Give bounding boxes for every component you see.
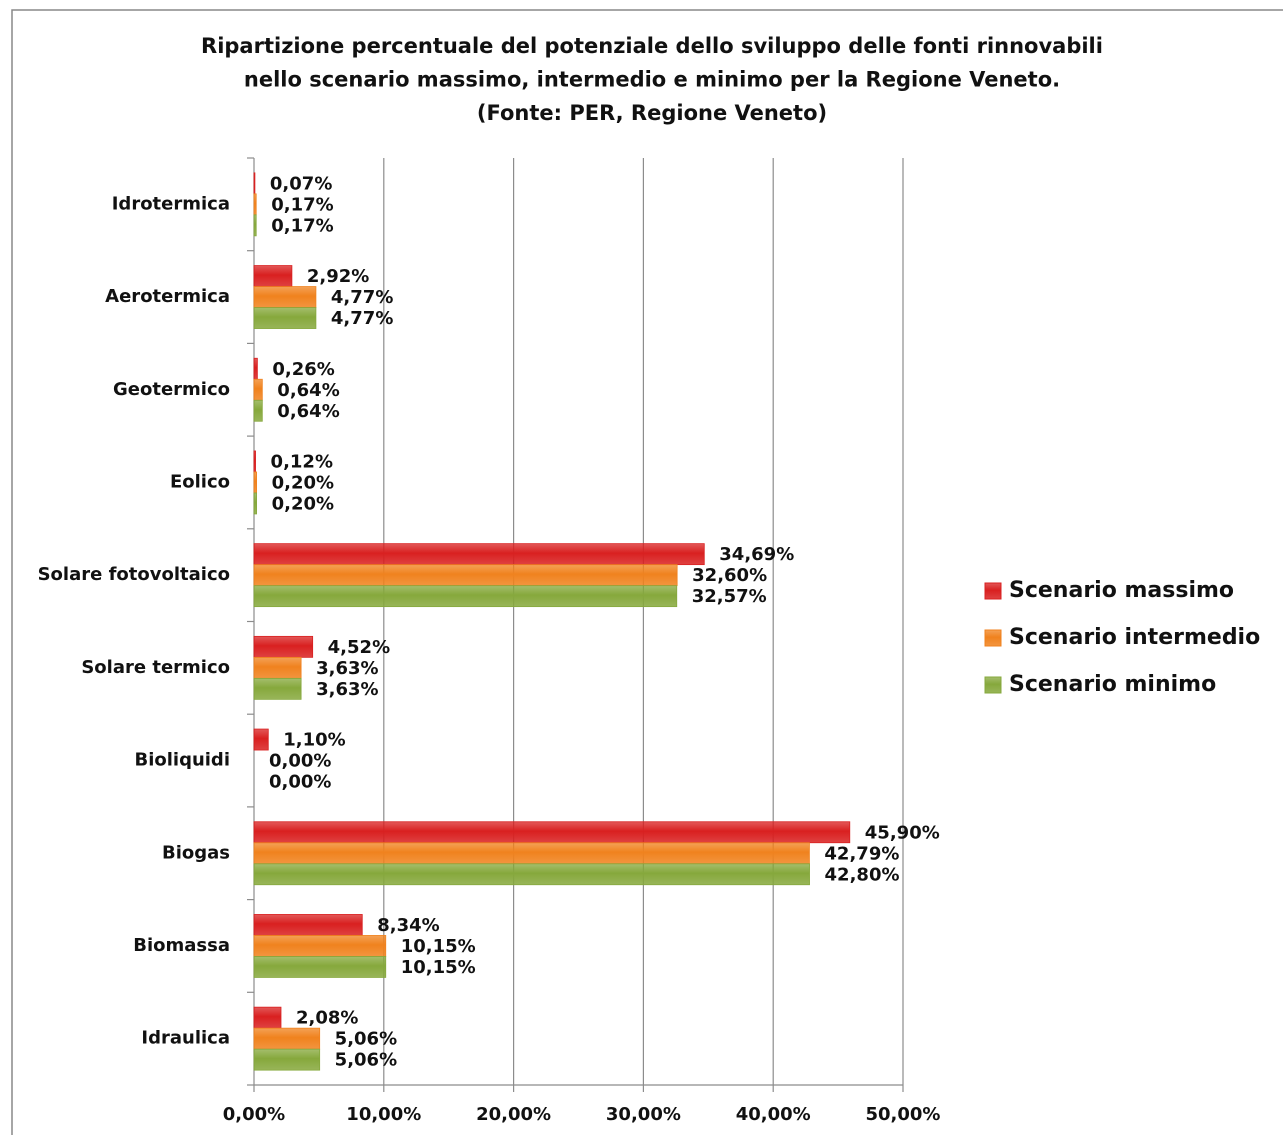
y-tick-label: Solare termico: [81, 657, 230, 678]
bar: [253, 914, 363, 936]
data-label: 0,07%: [270, 173, 332, 194]
y-tick-label: Biomassa: [133, 935, 230, 956]
bar: [253, 286, 317, 308]
data-label: 45,90%: [865, 822, 940, 843]
data-label: 2,08%: [296, 1008, 358, 1029]
data-label: 0,12%: [271, 451, 333, 472]
data-label: 0,64%: [277, 380, 339, 401]
data-label: 10,15%: [401, 936, 476, 957]
data-label: 3,63%: [316, 679, 378, 700]
legend-label: Scenario intermedio: [1009, 625, 1260, 650]
legend-swatch: [984, 582, 1002, 600]
y-tick-label: Aerotermica: [105, 286, 230, 307]
x-tick-label: 20,00%: [476, 1104, 551, 1125]
bar: [253, 492, 257, 515]
data-label: 32,60%: [692, 565, 767, 586]
legend-label: Scenario minimo: [1009, 672, 1216, 697]
data-label: 2,92%: [307, 266, 369, 287]
x-tick-label: 10,00%: [346, 1104, 421, 1125]
y-tick-label: Geotermico: [113, 379, 230, 400]
bar: [253, 399, 263, 422]
data-label: 5,06%: [335, 1050, 397, 1071]
bar: [253, 471, 257, 494]
chart-title: Ripartizione percentuale del potenziale …: [201, 34, 1103, 58]
bar: [253, 728, 269, 751]
bar: [253, 635, 314, 658]
x-tick-label: 30,00%: [606, 1104, 681, 1125]
data-label: 10,15%: [401, 957, 476, 978]
data-label: 0,17%: [271, 215, 333, 236]
y-tick-label: Bioliquidi: [134, 750, 230, 771]
data-label: 3,63%: [316, 658, 378, 679]
bar: [253, 543, 705, 566]
bar: [253, 1006, 282, 1029]
data-label: 42,80%: [825, 864, 900, 885]
bar: [253, 564, 678, 587]
data-label: 42,79%: [824, 843, 899, 864]
bar: [253, 193, 257, 216]
chart-title: nello scenario massimo, intermedio e min…: [244, 68, 1060, 92]
data-label: 4,77%: [331, 308, 393, 329]
bar: [253, 1027, 321, 1050]
data-label: 0,00%: [269, 751, 331, 772]
data-label: 0,20%: [272, 493, 334, 514]
bar: [253, 956, 387, 978]
data-label: 0,17%: [271, 194, 333, 215]
data-label: 0,64%: [277, 401, 339, 422]
data-label: 0,26%: [272, 359, 334, 380]
data-label: 34,69%: [719, 544, 794, 565]
bar: [253, 842, 810, 865]
data-label: 1,10%: [283, 730, 345, 751]
data-label: 4,77%: [331, 287, 393, 308]
data-label: 32,57%: [692, 586, 767, 607]
bar: [253, 821, 851, 844]
bar: [253, 357, 258, 380]
data-label: 8,34%: [377, 915, 439, 936]
y-tick-label: Eolico: [170, 471, 230, 492]
x-tick-label: 40,00%: [736, 1104, 811, 1125]
y-tick-label: Solare fotovoltaico: [38, 564, 230, 585]
bar: [253, 656, 302, 679]
bar: [253, 214, 257, 237]
data-label: 0,20%: [272, 472, 334, 493]
bar: [253, 677, 302, 700]
bar: [253, 265, 293, 287]
bar: [253, 172, 256, 195]
x-tick-label: 0,00%: [223, 1104, 285, 1125]
bar: [253, 450, 256, 473]
y-tick-label: Idraulica: [141, 1028, 230, 1049]
bar: [253, 378, 263, 401]
data-label: 0,00%: [269, 772, 331, 793]
y-tick-label: Biogas: [162, 842, 230, 863]
bar: [253, 935, 387, 957]
legend-label: Scenario massimo: [1009, 578, 1234, 603]
legend-swatch: [984, 629, 1002, 647]
chart-title: (Fonte: PER, Regione Veneto): [477, 101, 827, 125]
x-tick-label: 50,00%: [866, 1104, 941, 1125]
bar: [253, 863, 810, 886]
bar: [253, 1048, 321, 1071]
data-label: 4,52%: [328, 637, 390, 658]
y-tick-label: Idrotermica: [112, 193, 230, 214]
legend-swatch: [984, 676, 1002, 694]
bar: [253, 585, 678, 608]
data-label: 5,06%: [335, 1029, 397, 1050]
bar: [253, 307, 317, 329]
